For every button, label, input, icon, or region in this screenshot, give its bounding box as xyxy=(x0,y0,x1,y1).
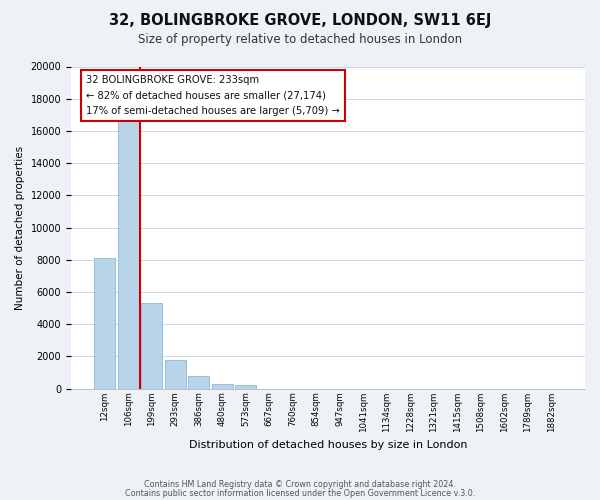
Bar xyxy=(188,376,209,388)
X-axis label: Distribution of detached houses by size in London: Distribution of detached houses by size … xyxy=(189,440,467,450)
Text: 32 BOLINGBROKE GROVE: 233sqm
← 82% of detached houses are smaller (27,174)
17% o: 32 BOLINGBROKE GROVE: 233sqm ← 82% of de… xyxy=(86,74,340,116)
Bar xyxy=(235,386,256,388)
Y-axis label: Number of detached properties: Number of detached properties xyxy=(15,146,25,310)
Text: 32, BOLINGBROKE GROVE, LONDON, SW11 6EJ: 32, BOLINGBROKE GROVE, LONDON, SW11 6EJ xyxy=(109,12,491,28)
Bar xyxy=(212,384,233,388)
Text: Contains public sector information licensed under the Open Government Licence v.: Contains public sector information licen… xyxy=(125,488,475,498)
Text: Contains HM Land Registry data © Crown copyright and database right 2024.: Contains HM Land Registry data © Crown c… xyxy=(144,480,456,489)
Bar xyxy=(94,258,115,388)
Bar xyxy=(142,303,162,388)
Bar xyxy=(118,121,139,388)
Text: Size of property relative to detached houses in London: Size of property relative to detached ho… xyxy=(138,32,462,46)
Bar xyxy=(165,360,185,388)
